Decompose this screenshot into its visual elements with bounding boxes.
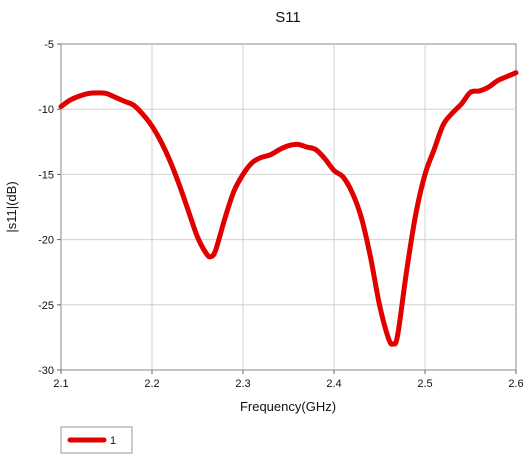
x-tick-label: 2.2 [144, 378, 159, 390]
y-tick-label: -5 [44, 39, 54, 51]
x-tick-label: 2.3 [235, 378, 250, 390]
chart-title: S11 [275, 9, 301, 26]
y-tick-label: -30 [38, 365, 54, 377]
y-tick-label: -10 [38, 104, 54, 116]
x-axis-ticks: 2.1 2.2 2.3 2.4 2.5 2.6 [53, 370, 524, 390]
plot-area [60, 43, 517, 371]
y-tick-label: -20 [38, 235, 54, 247]
x-tick-label: 2.4 [326, 378, 341, 390]
legend: 1 [60, 426, 133, 454]
series-line-1 [58, 70, 519, 347]
legend-label: 1 [110, 435, 116, 447]
x-axis-title: Frequency(GHz) [240, 399, 336, 414]
x-tick-label: 2.1 [53, 378, 68, 390]
y-tick-label: -25 [38, 300, 54, 312]
x-tick-label: 2.5 [417, 378, 432, 390]
y-axis-title: |s11|(dB) [4, 181, 19, 232]
series-lines [58, 70, 519, 347]
grid-lines [61, 44, 516, 370]
y-tick-label: -15 [38, 169, 54, 181]
y-axis-ticks: -30 -25 -20 -15 -10 -5 [38, 39, 61, 377]
x-tick-label: 2.6 [508, 378, 523, 390]
